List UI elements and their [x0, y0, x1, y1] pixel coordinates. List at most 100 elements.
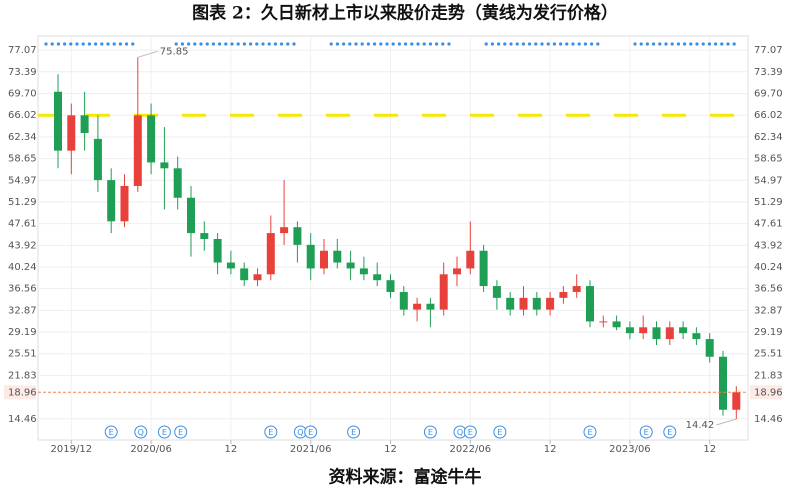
- event-label: Q: [297, 428, 303, 437]
- event-dot: [75, 42, 79, 46]
- candle-body: [732, 392, 741, 410]
- candle-body: [133, 115, 142, 186]
- y-tick-label-right: 21.83: [754, 370, 783, 381]
- event-dot: [230, 42, 234, 46]
- event-dot: [732, 42, 736, 46]
- x-tick-label: 12: [384, 444, 397, 455]
- event-dot: [397, 42, 401, 46]
- event-dot: [528, 42, 532, 46]
- event-dot: [435, 42, 439, 46]
- event-label: E: [468, 428, 473, 437]
- y-tick-label-right: 36.56: [754, 284, 783, 295]
- candle-body: [93, 138, 102, 181]
- candle-body: [639, 327, 648, 334]
- y-tick-label: 43.92: [8, 240, 37, 251]
- event-dot: [707, 42, 712, 46]
- event-dot: [385, 42, 389, 46]
- candle-body: [320, 250, 328, 269]
- y-tick-label-right: 32.87: [754, 305, 783, 316]
- event-label: E: [587, 428, 592, 437]
- event-dot: [211, 42, 215, 46]
- event-dot: [497, 42, 501, 46]
- candle-body: [559, 291, 568, 298]
- candle-body: [439, 274, 448, 310]
- event-dot: [286, 42, 290, 46]
- candle-body: [253, 274, 262, 281]
- last-price-box: [4, 385, 36, 400]
- y-tick-label: 25.51: [8, 349, 37, 360]
- candle-body: [213, 238, 222, 263]
- event-label: E: [109, 428, 114, 437]
- event-dot: [273, 42, 277, 46]
- max-leader: [137, 50, 158, 58]
- candle-body: [413, 303, 422, 310]
- event-dot: [509, 42, 513, 46]
- y-tick-label: 54.97: [8, 175, 37, 186]
- candle-body: [599, 321, 608, 323]
- x-tick-label: 12: [544, 444, 557, 455]
- candle-body: [625, 327, 634, 334]
- event-label: E: [162, 428, 167, 437]
- event-dot: [484, 42, 488, 46]
- min-leader: [716, 418, 737, 426]
- event-marker: [423, 425, 437, 439]
- candle-body: [492, 286, 501, 298]
- candle-body: [692, 333, 701, 340]
- y-tick-label-right: 62.34: [754, 132, 783, 143]
- event-dot: [329, 42, 333, 46]
- event-dot: [44, 42, 48, 46]
- candle-body: [346, 262, 355, 269]
- event-label: E: [268, 428, 273, 437]
- event-dot: [342, 42, 346, 46]
- event-dot: [94, 42, 98, 46]
- event-dot: [404, 42, 408, 46]
- event-label: E: [497, 428, 502, 437]
- event-label: Q: [457, 428, 463, 437]
- candle-body: [506, 297, 515, 310]
- event-dot: [664, 42, 668, 46]
- event-dot: [354, 42, 358, 46]
- event-dot: [546, 42, 550, 46]
- y-tick-label-right: 25.51: [754, 349, 783, 360]
- event-dot: [187, 42, 191, 46]
- event-dot: [174, 42, 178, 46]
- candle-body: [293, 227, 302, 245]
- y-tick-label-right: 29.19: [754, 327, 783, 338]
- event-dot: [552, 42, 557, 46]
- event-label: E: [178, 428, 183, 437]
- y-tick-label: 51.29: [8, 197, 37, 208]
- candle-body: [612, 321, 621, 328]
- event-dot: [373, 42, 377, 46]
- event-marker: [639, 425, 653, 439]
- chart-source: 资料来源：富途牛牛: [329, 467, 482, 488]
- y-tick-label: 36.56: [8, 284, 37, 295]
- candle-body: [466, 250, 475, 269]
- event-dot: [571, 42, 575, 46]
- event-dot: [267, 42, 271, 46]
- last-price-label-right: 18.96: [754, 387, 783, 398]
- x-tick-label: 2023/06: [609, 444, 651, 455]
- event-dot: [590, 42, 594, 46]
- candle-body: [187, 197, 195, 234]
- event-dot: [205, 42, 209, 46]
- event-dot: [106, 42, 110, 46]
- candle-body: [652, 327, 661, 340]
- candle-body: [532, 297, 541, 310]
- event-dot: [422, 42, 426, 46]
- event-dot: [645, 42, 650, 46]
- x-tick-label: 2021/06: [290, 444, 332, 455]
- y-tick-label-right: 51.29: [754, 197, 783, 208]
- candle-body: [240, 268, 249, 281]
- y-tick-label: 77.07: [8, 45, 37, 56]
- candle-body: [226, 262, 235, 269]
- candle-body: [453, 268, 461, 275]
- event-dot: [720, 42, 724, 46]
- event-dot: [410, 42, 414, 46]
- y-tick-label-right: 40.24: [754, 262, 783, 273]
- y-tick-label-right: 73.39: [754, 67, 783, 78]
- event-dot: [131, 42, 135, 46]
- event-dot: [670, 42, 674, 46]
- y-tick-label-right: 54.97: [754, 175, 783, 186]
- event-dot: [416, 42, 420, 46]
- x-tick-label: 2022/06: [450, 444, 492, 455]
